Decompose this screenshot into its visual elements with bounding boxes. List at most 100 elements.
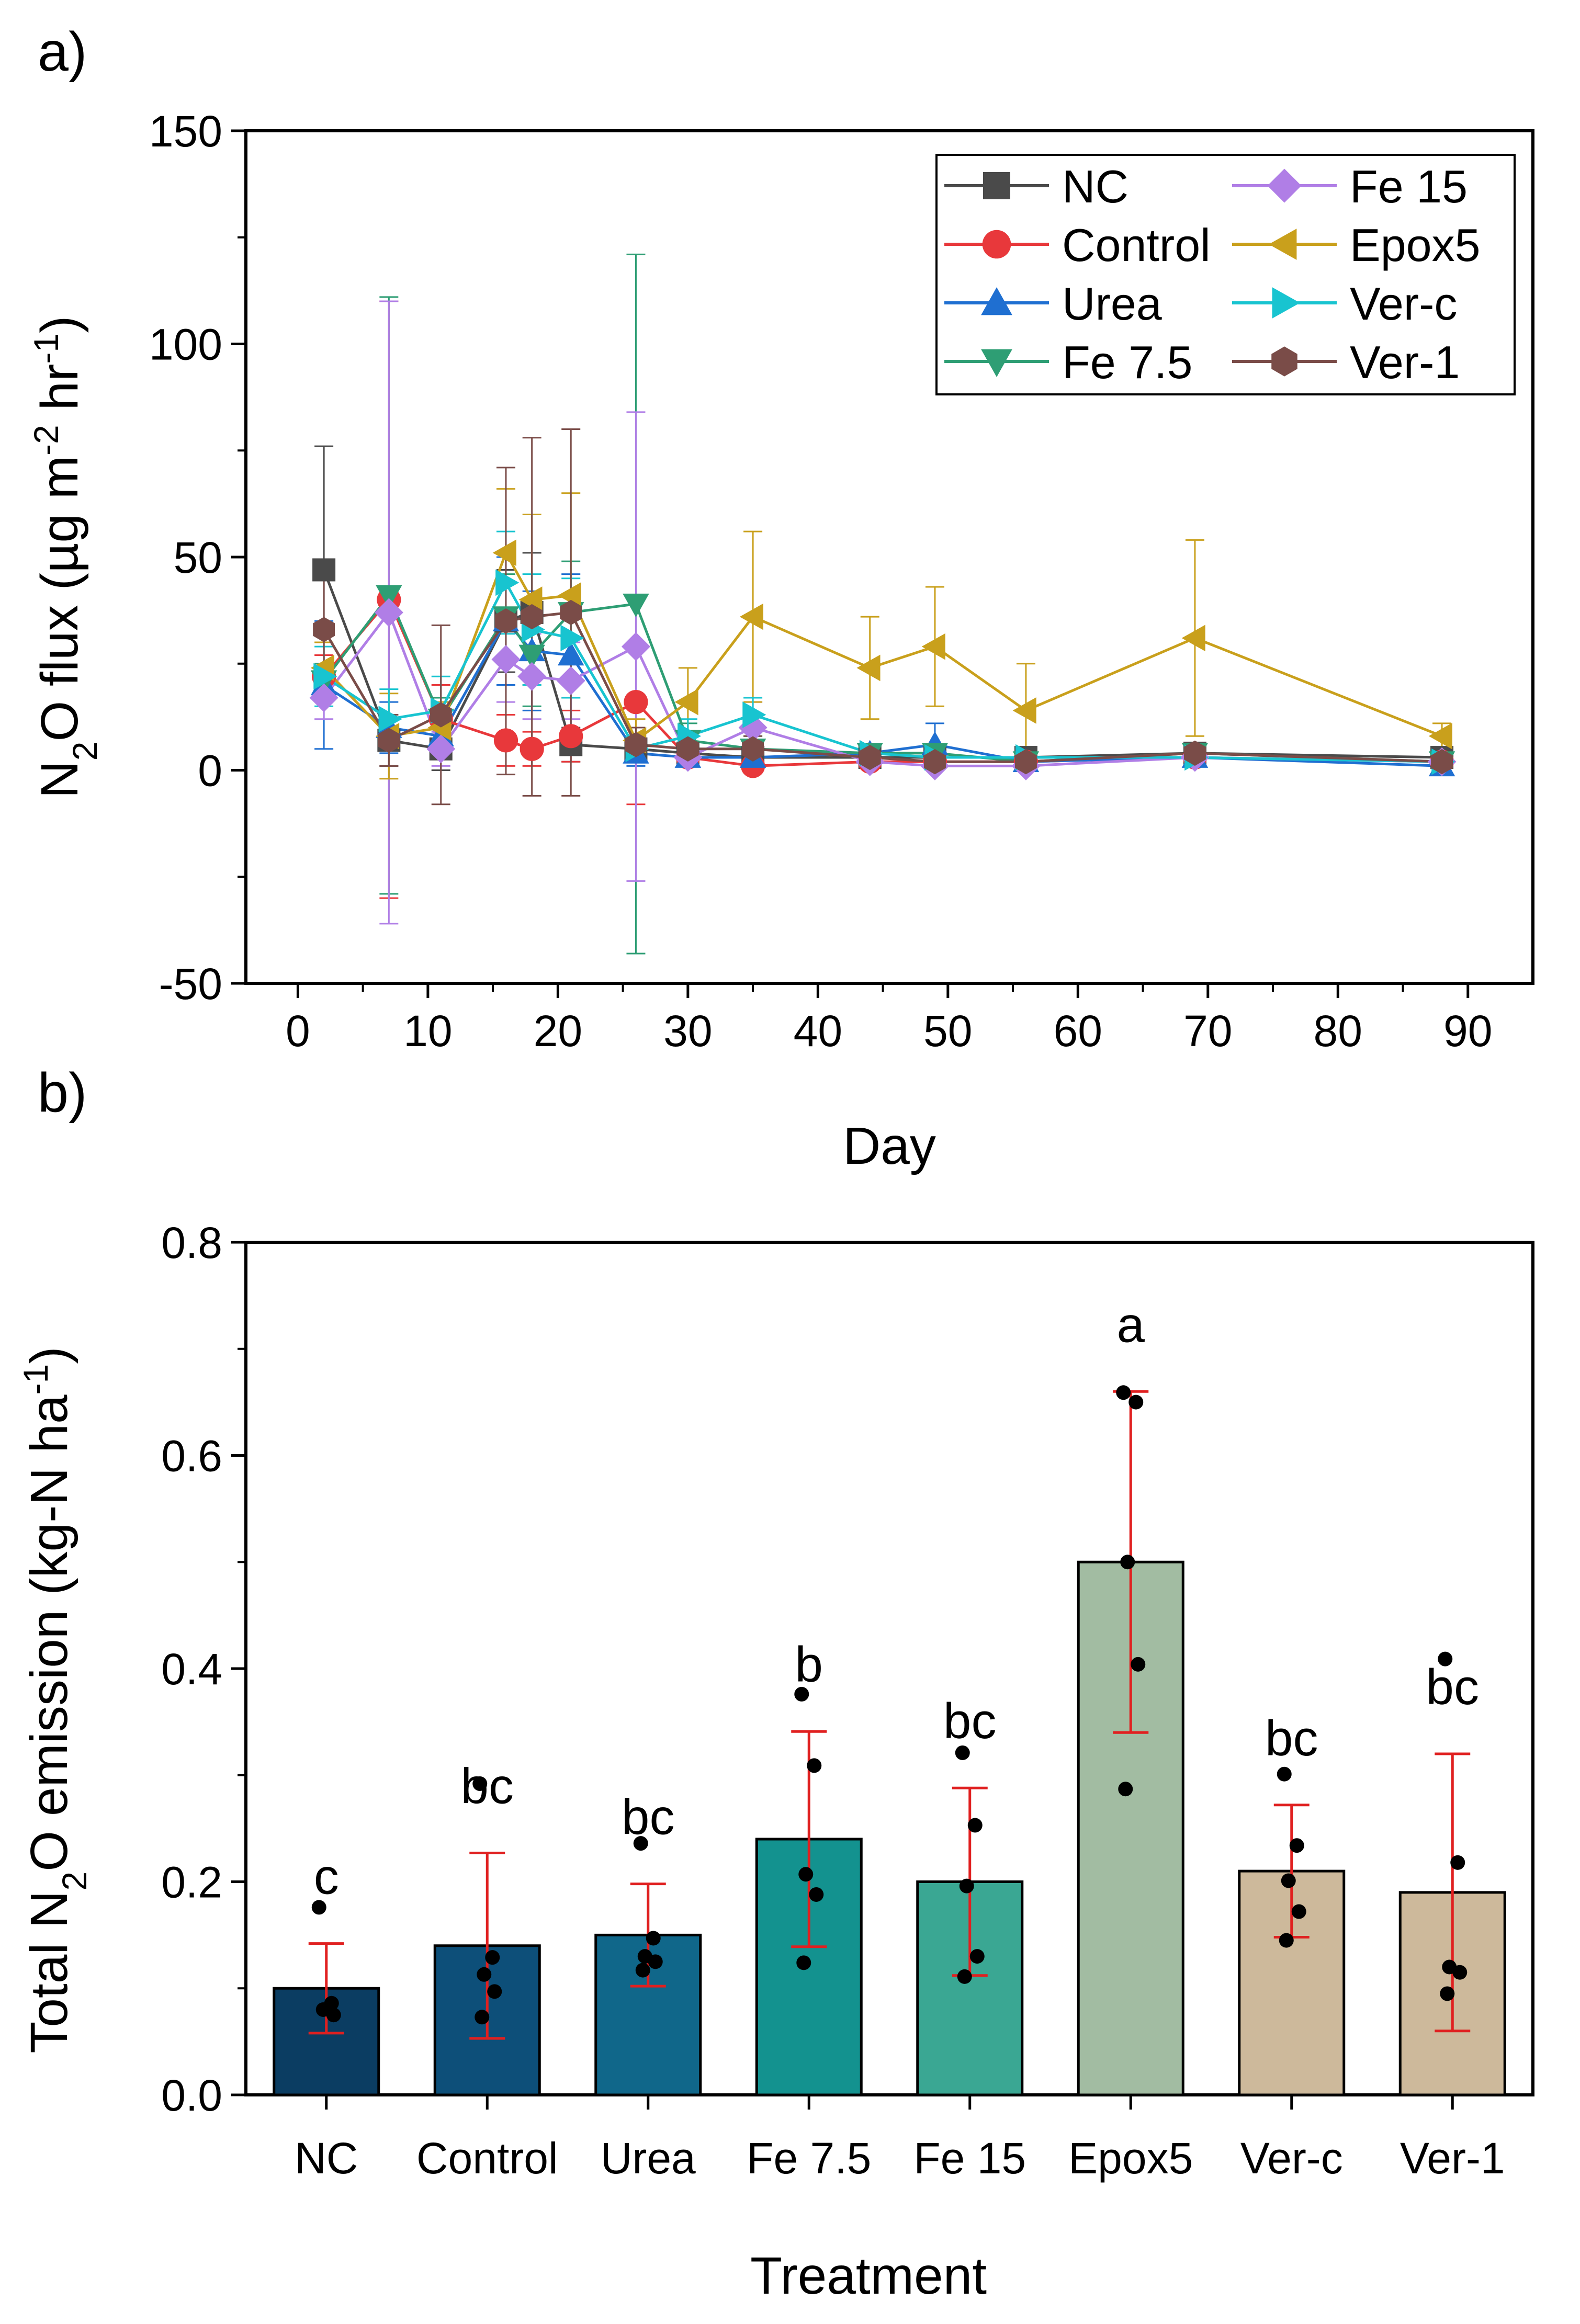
series-line-fe-15 — [323, 609, 1442, 767]
replicate-point-epox5 — [1128, 1395, 1144, 1410]
legend-marker-urea — [981, 287, 1012, 315]
marker-ver-c-day-2 — [313, 663, 337, 690]
b-x-tick-label-ver-1: Ver-1 — [1400, 2134, 1505, 2183]
replicate-point-epox5 — [1120, 1555, 1135, 1570]
panel-a-x-axis-label: Day — [843, 1117, 936, 1175]
replicate-point-ver-c — [1281, 1873, 1296, 1888]
marker-epox5-day-21 — [557, 582, 582, 609]
replicate-point-ver-c — [1291, 1904, 1306, 1919]
replicate-point-fe-15 — [967, 1818, 983, 1833]
replicate-point-control — [487, 1984, 502, 1999]
marker-fe-7-5-day-26 — [623, 593, 649, 617]
marker-epox5-day-88 — [1428, 723, 1452, 750]
replicate-point-control — [475, 2010, 490, 2025]
legend-label-fe-7-5: Fe 7.5 — [1062, 336, 1192, 388]
marker-ver-c-day-35 — [742, 701, 766, 728]
marker-epox5-day-18 — [518, 586, 543, 613]
b-y-tick-label: 0.6 — [161, 1432, 222, 1481]
marker-ver-1-day-11 — [430, 702, 452, 728]
replicate-point-fe-7-5 — [794, 1686, 809, 1702]
legend-marker-ver-1 — [1271, 346, 1297, 377]
legend-label-ver-c: Ver-c — [1350, 278, 1457, 330]
legend-label-nc: NC — [1062, 161, 1128, 212]
b-y-tick-label: 0.2 — [161, 1858, 222, 1907]
bar-urea — [594, 1933, 702, 2096]
replicate-point-fe-7-5 — [796, 1955, 811, 1970]
replicate-point-fe-7-5 — [809, 1887, 824, 1902]
marker-fe-7-5-day-7 — [376, 585, 402, 609]
marker-fe-15-day-21 — [556, 666, 585, 695]
x-tick-label-40: 40 — [794, 1006, 842, 1056]
x-tick-label-30: 30 — [663, 1006, 712, 1056]
replicate-point-urea — [646, 1931, 661, 1946]
x-tick-label-20: 20 — [534, 1006, 582, 1056]
replicate-point-ver-c — [1289, 1838, 1304, 1853]
marker-fe-15-day-16 — [491, 645, 521, 674]
significance-letter-nc: c — [314, 1849, 339, 1905]
marker-ver-1-day-21 — [560, 599, 582, 626]
marker-ver-c-day-21 — [560, 625, 584, 652]
replicate-point-control — [485, 1950, 500, 1965]
legend-label-epox5: Epox5 — [1350, 219, 1481, 271]
marker-epox5-day-30 — [674, 688, 698, 716]
marker-fe-7-5-day-18 — [518, 644, 545, 668]
legend-marker-ver-c — [1272, 287, 1300, 319]
marker-ver-c-day-16 — [495, 569, 520, 596]
marker-control-day-26 — [624, 690, 648, 715]
panel-b-bar-chart: b) 0.0 0.2 0.4 0.6 0.8 NC Control Urea Fe 7.5 Fe … — [16, 1062, 1534, 2305]
panel-b-label: b) — [38, 1062, 87, 1124]
panel-b-x-axis-label: Treatment — [750, 2247, 987, 2305]
panel-a-line-chart: a) 0 10 20 30 40 50 60 70 80 90 -50 0 50 100 150 NC Fe … — [27, 21, 1534, 1175]
marker-epox5-day-35 — [739, 603, 763, 630]
marker-ver-1-day-16 — [495, 608, 517, 634]
b-x-tick-label-nc: NC — [295, 2134, 358, 2183]
y-tick-label-100: 100 — [149, 320, 222, 369]
y-tick-label--50: -50 — [159, 959, 222, 1008]
replicate-point-ver-c — [1277, 1766, 1292, 1782]
x-tick-label-70: 70 — [1183, 1006, 1232, 1056]
panel-a-legend: NC Fe 15 Control Epox5 Urea Ver-c Fe 7.5 Ver-1 — [935, 154, 1516, 395]
marker-ver-c-day-7 — [378, 706, 402, 732]
significance-letter-epox5: a — [1117, 1297, 1145, 1353]
replicate-point-urea — [633, 1836, 648, 1851]
replicate-point-fe-15 — [957, 1969, 972, 1984]
b-x-tick-label-control: Control — [416, 2134, 558, 2183]
legend-label-control: Control — [1062, 219, 1211, 271]
panel-a-series-lines — [322, 549, 1442, 767]
marker-nc-day-2 — [312, 558, 336, 582]
significance-letter-ver-1: bc — [1426, 1659, 1479, 1715]
series-line-control — [323, 597, 1442, 767]
b-x-tick-label-epox5: Epox5 — [1068, 2134, 1193, 2183]
marker-control-day-21 — [559, 724, 583, 749]
significance-letter-ver-c: bc — [1265, 1710, 1318, 1766]
replicate-point-epox5 — [1118, 1782, 1133, 1797]
x-tick-label-50: 50 — [923, 1006, 972, 1056]
panel-a-axes: 0 10 20 30 40 50 60 70 80 90 -50 0 50 100 150 — [149, 107, 1493, 1056]
replicate-point-fe-7-5 — [807, 1758, 822, 1773]
panel-a-label: a) — [38, 21, 87, 83]
marker-urea-day-21 — [557, 642, 584, 666]
replicate-point-urea — [648, 1954, 663, 1969]
marker-epox5-day-56 — [1012, 697, 1036, 724]
marker-ver-1-day-35 — [742, 736, 764, 762]
panel-b-y-axis-label: Total N2O emission (kg-N ha-1) — [16, 1346, 94, 2053]
replicate-point-ver-1 — [1452, 1965, 1468, 1980]
series-line-ver-c — [323, 580, 1442, 763]
marker-epox5-day-69 — [1181, 625, 1205, 652]
y-tick-label-50: 50 — [174, 533, 222, 582]
panel-a-markers — [309, 539, 1457, 780]
marker-fe-15-day-7 — [374, 598, 403, 627]
b-y-tick-label: 0.4 — [161, 1645, 222, 1694]
marker-ver-1-day-26 — [625, 732, 647, 757]
replicate-point-epox5 — [1131, 1657, 1146, 1672]
marker-ver-1-day-44 — [859, 744, 881, 770]
replicate-point-ver-1 — [1450, 1855, 1465, 1870]
marker-fe-15-day-18 — [517, 662, 547, 691]
significance-letter-control: bc — [461, 1758, 514, 1814]
marker-epox5-day-49 — [921, 633, 945, 660]
significance-letter-fe-15: bc — [943, 1693, 996, 1749]
marker-fe-15-day-2 — [309, 683, 338, 712]
replicate-point-epox5 — [1116, 1385, 1131, 1400]
replicate-point-control — [472, 1776, 488, 1792]
marker-epox5-day-44 — [856, 654, 881, 682]
